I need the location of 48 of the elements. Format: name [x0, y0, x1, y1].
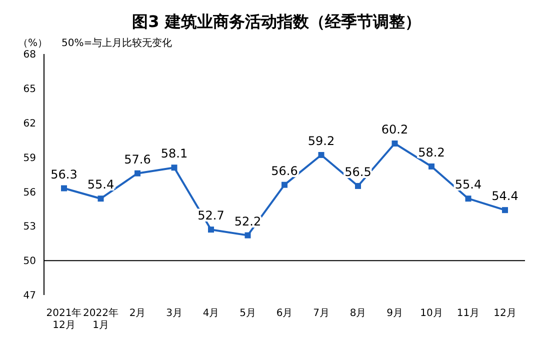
y-tick-label: 50: [23, 256, 36, 268]
point: [318, 152, 324, 158]
y-tick-label: 65: [23, 84, 36, 95]
x-tick-label: 12月: [494, 308, 516, 319]
x-tick-label: 11月: [456, 308, 480, 319]
data-label: 55.4: [454, 178, 482, 192]
x-tick-label: 4月: [202, 308, 220, 319]
point: [282, 182, 288, 188]
x-tick-label: 2022年 1月: [83, 307, 118, 331]
point: [355, 182, 361, 189]
data-label: 54.4: [492, 189, 518, 204]
x-tick-label: 2021年 12月: [46, 307, 82, 331]
point: [244, 232, 251, 238]
point: [502, 207, 508, 214]
data-label: 56.3: [50, 167, 78, 182]
x-tick-label: 6月: [276, 308, 293, 319]
y-tick-label: 47: [23, 290, 36, 302]
x-tick-label: 5月: [240, 308, 256, 319]
point: [208, 226, 214, 233]
data-label: 60.2: [381, 122, 408, 137]
data-label: 57.6: [124, 152, 151, 166]
point: [98, 196, 104, 202]
data-label: 56.6: [271, 164, 298, 178]
x-tick-label: 2月: [129, 308, 146, 319]
point: [392, 140, 398, 147]
y-tick-label: 59: [23, 152, 36, 164]
point: [465, 196, 472, 202]
point: [134, 170, 140, 176]
point: [61, 185, 67, 192]
y-tick-label: 68: [23, 50, 36, 61]
data-label: 55.4: [87, 178, 114, 192]
text: 50%=与上月比较无变化: [62, 38, 172, 49]
chart-title: 图3 建筑业商务活动指数（经季节调整）: [131, 11, 422, 33]
data-label: 56.5: [344, 164, 372, 179]
point: [428, 163, 434, 170]
data-label: 58.1: [160, 146, 188, 161]
y-axis-title: （%）: [18, 38, 48, 49]
x-tick-label: 3月: [166, 308, 182, 319]
data-label: 58.2: [418, 145, 445, 160]
y-tick-label: 62: [23, 118, 36, 130]
x-tick-label: 9月: [386, 308, 403, 319]
point: [171, 164, 178, 171]
x-tick-label: 7月: [313, 308, 330, 319]
y-tick-label: 53: [23, 222, 36, 233]
x-tick-label: 10月: [420, 308, 443, 319]
x-tick-label: 8月: [350, 308, 366, 319]
data-label: 59.2: [308, 134, 335, 148]
y-tick-label: 56: [23, 187, 36, 198]
